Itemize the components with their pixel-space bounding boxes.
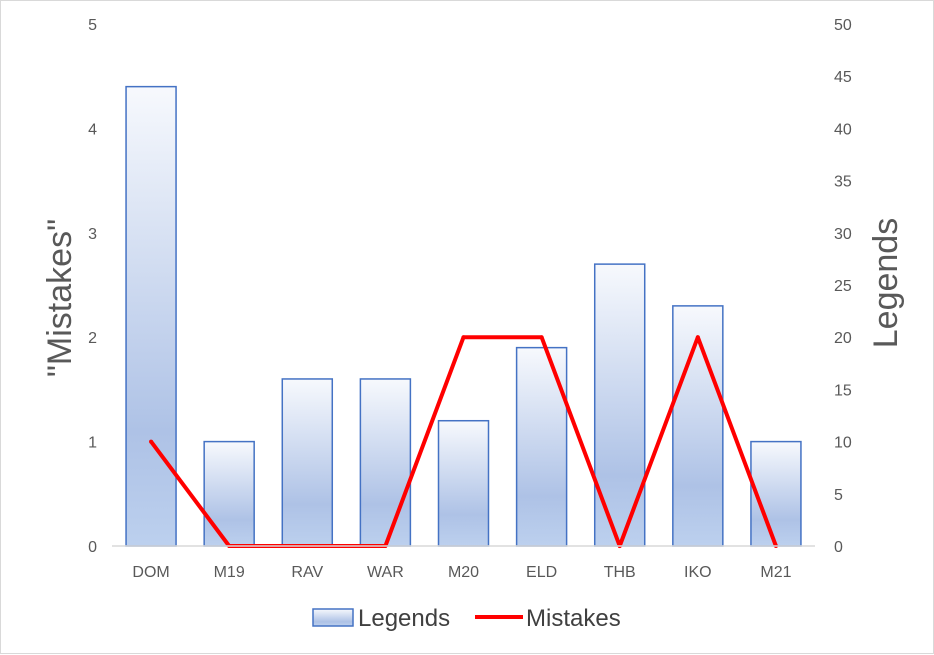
right-axis-ticks: 0 5 10 15 20 25 30 35 40 45 50 (834, 17, 852, 556)
mistakes-point-m20 (461, 335, 466, 340)
category-label-dom: DOM (132, 564, 169, 581)
left-tick-label: 0 (88, 539, 97, 556)
right-tick-label: 40 (834, 121, 852, 138)
right-tick-label: 45 (834, 69, 852, 86)
bar-rav (281, 378, 334, 547)
legend: Legends Mistakes (312, 605, 621, 632)
right-tick-label: 0 (834, 539, 843, 556)
category-label-eld: ELD (526, 564, 557, 581)
left-tick-label: 5 (88, 17, 97, 34)
right-tick-label: 30 (834, 226, 852, 243)
right-tick-label: 25 (834, 278, 852, 295)
right-tick-label: 10 (834, 435, 852, 452)
right-tick-label: 5 (834, 487, 843, 504)
bar-iko (672, 305, 724, 547)
left-tick-label: 4 (88, 121, 97, 138)
left-tick-label: 2 (88, 330, 97, 347)
legend-swatch-legends (312, 608, 354, 627)
right-axis-title: Legends (867, 218, 905, 348)
bar-dom (125, 85, 177, 547)
category-label-m21: M21 (760, 564, 791, 581)
category-label-rav: RAV (291, 564, 323, 581)
legend-label-legends: Legends (358, 605, 450, 632)
bar-war (359, 378, 412, 547)
right-tick-label: 50 (834, 17, 852, 34)
category-label-thb: THB (604, 564, 636, 581)
left-axis-ticks: 0 1 2 3 4 5 (88, 17, 97, 556)
bar-m20 (437, 419, 490, 547)
right-tick-label: 15 (834, 382, 852, 399)
legend-label-mistakes: Mistakes (526, 605, 621, 632)
category-axis-labels: DOM M19 RAV WAR M20 ELD THB IKO M21 (132, 564, 791, 581)
right-tick-label: 20 (834, 330, 852, 347)
category-label-m19: M19 (214, 564, 245, 581)
left-axis-title: "Mistakes" (41, 219, 79, 377)
category-label-m20: M20 (448, 564, 479, 581)
mistakes-point-iko (695, 335, 700, 340)
bar-m19 (203, 440, 255, 547)
bar-eld (515, 346, 568, 547)
mistakes-point-eld (539, 335, 544, 340)
left-tick-label: 3 (88, 226, 97, 243)
right-tick-label: 35 (834, 174, 852, 191)
category-label-iko: IKO (684, 564, 712, 581)
mistakes-point-dom (149, 439, 154, 444)
category-label-war: WAR (367, 564, 404, 581)
left-tick-label: 1 (88, 435, 97, 452)
bars-layer (125, 85, 802, 547)
